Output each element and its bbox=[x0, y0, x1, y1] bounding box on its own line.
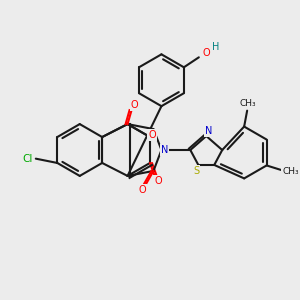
Text: O: O bbox=[139, 185, 146, 195]
Text: O: O bbox=[154, 176, 162, 186]
Text: N: N bbox=[205, 126, 212, 136]
Text: H: H bbox=[212, 42, 220, 52]
Text: O: O bbox=[203, 48, 211, 58]
Text: O: O bbox=[148, 130, 156, 140]
Text: S: S bbox=[193, 166, 200, 176]
Text: O: O bbox=[131, 100, 138, 110]
Text: CH₃: CH₃ bbox=[240, 99, 256, 108]
Text: Cl: Cl bbox=[22, 154, 33, 164]
Text: N: N bbox=[161, 145, 168, 155]
Text: CH₃: CH₃ bbox=[282, 167, 299, 176]
